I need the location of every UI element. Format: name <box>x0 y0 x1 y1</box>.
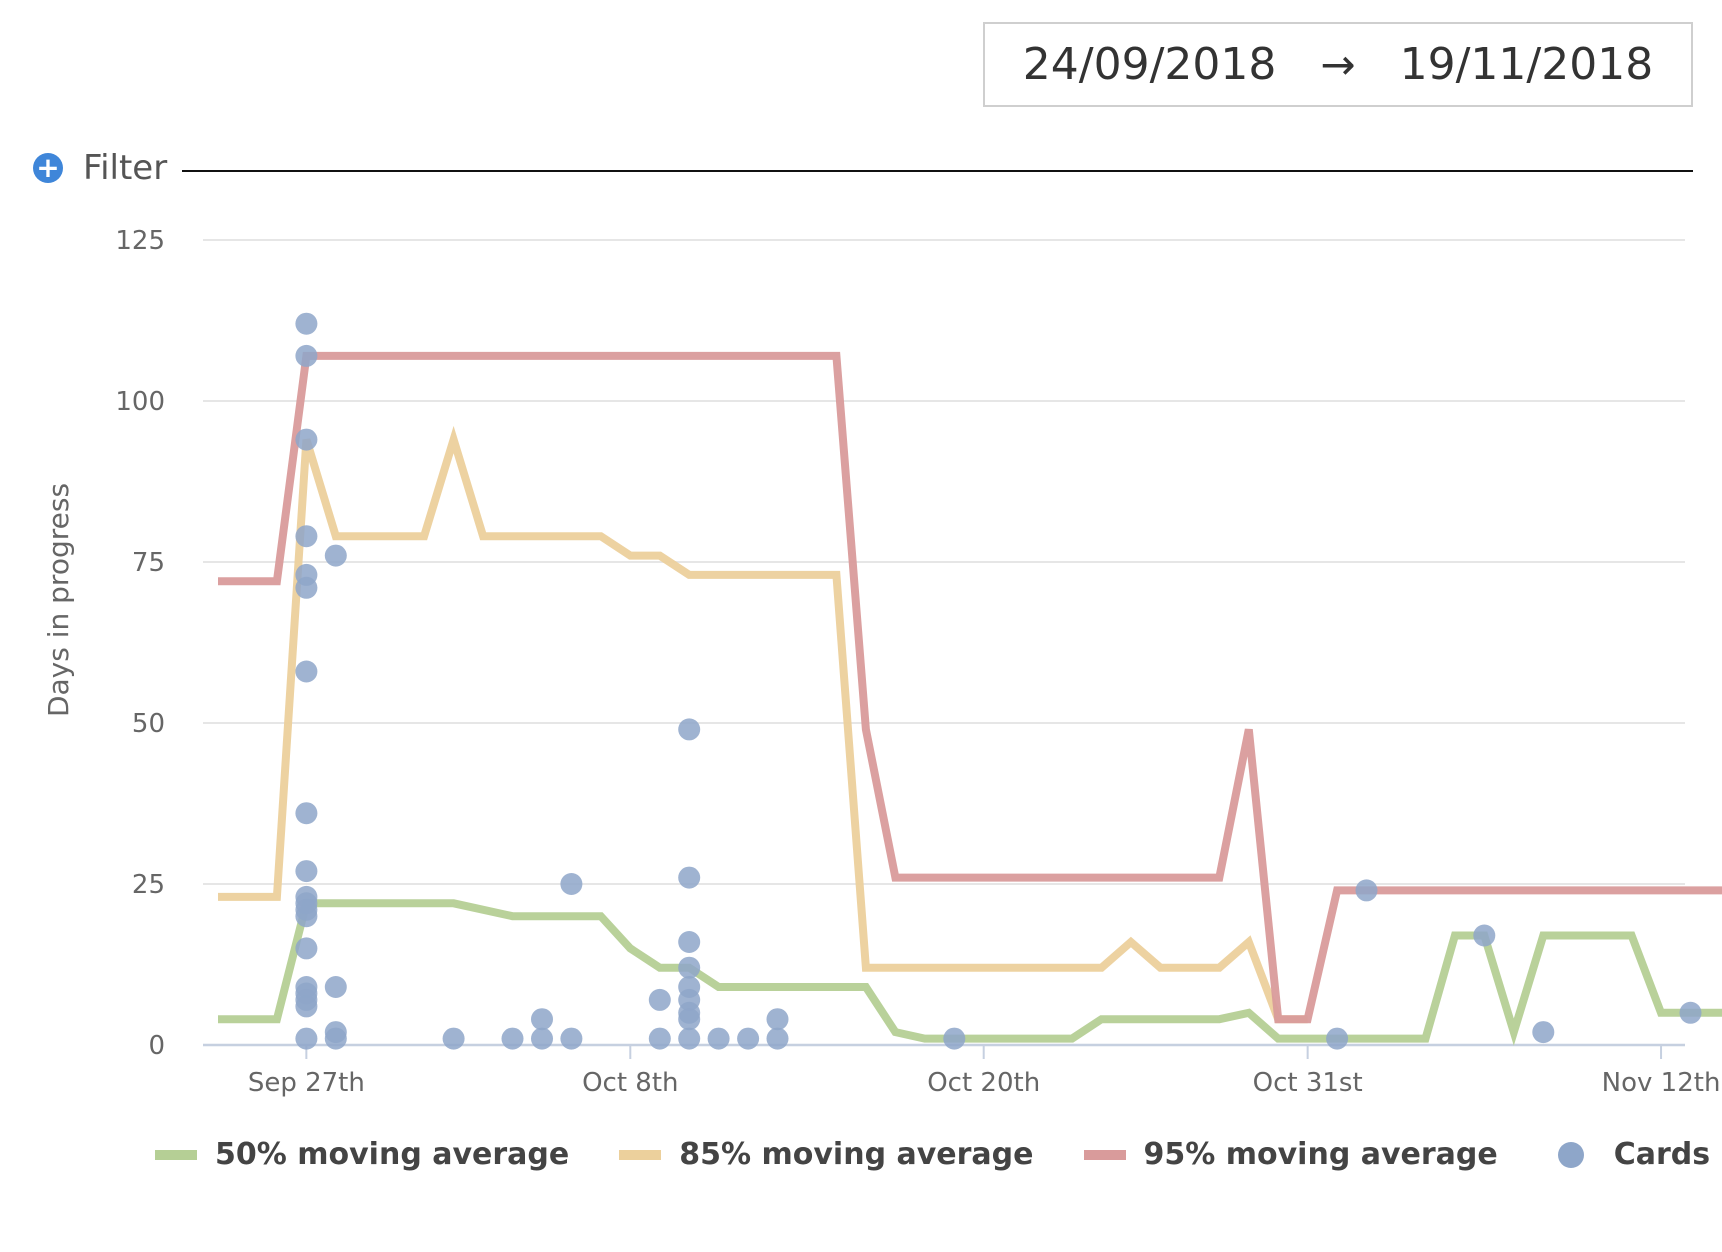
series-line-95 <box>218 351 1722 1024</box>
card-point-5 <box>295 576 318 599</box>
card-point-42 <box>766 1008 789 1031</box>
card-point-13 <box>295 937 318 960</box>
legend-swatch-50 <box>155 1149 197 1160</box>
card-point-8 <box>295 860 318 883</box>
card-point-1 <box>295 344 318 367</box>
card-point-19 <box>324 544 347 567</box>
card-point-6 <box>295 660 318 683</box>
card-point-31 <box>678 718 701 741</box>
card-point-2 <box>295 428 318 451</box>
card-point-48 <box>1532 1021 1555 1044</box>
arrow-right-icon: → <box>1320 40 1356 89</box>
filter-divider <box>182 170 1693 172</box>
legend-label-50: 50% moving average <box>215 1137 570 1172</box>
card-point-34 <box>678 956 701 979</box>
legend-item-85[interactable]: 85% moving average <box>619 1137 1034 1172</box>
axis-layer: 0 25 50 75 100 125 Sep 27th Oct 8th Oct 20th Oct … <box>115 226 1720 1098</box>
card-point-20 <box>324 976 347 998</box>
card-point-32 <box>678 866 701 889</box>
card-point-47 <box>1473 924 1496 947</box>
card-point-23 <box>442 1027 465 1050</box>
chart-legend: 50% moving average 85% moving average 95… <box>155 1137 1710 1172</box>
series-line-85 <box>218 425 1308 1024</box>
legend-item-cards[interactable]: Cards <box>1548 1137 1710 1172</box>
card-point-0 <box>295 312 318 335</box>
card-point-27 <box>560 873 583 895</box>
end-date: 19/11/2018 <box>1399 39 1654 90</box>
filter-label[interactable]: Filter <box>83 148 168 188</box>
card-point-29 <box>648 988 671 1011</box>
y-tick-label-25: 25 <box>132 870 165 900</box>
x-tick-label-4: Nov 12th <box>1602 1068 1721 1098</box>
card-point-28 <box>560 1027 583 1050</box>
plus-circle-icon[interactable]: + <box>33 153 63 183</box>
scatter-layer <box>295 312 1702 1050</box>
legend-swatch-95 <box>1083 1149 1126 1160</box>
card-point-45 <box>1326 1027 1349 1050</box>
x-tick-label-3: Oct 31st <box>1253 1068 1363 1098</box>
card-point-7 <box>295 802 318 825</box>
card-point-44 <box>943 1027 966 1050</box>
legend-item-50[interactable]: 50% moving average <box>155 1137 569 1172</box>
y-tick-label-75: 75 <box>132 548 165 578</box>
legend-label-85: 85% moving average <box>679 1137 1034 1172</box>
card-point-12 <box>295 905 318 928</box>
y-tick-label-125: 125 <box>115 226 165 256</box>
legend-swatch-cards <box>1557 1141 1584 1168</box>
card-point-46 <box>1355 879 1378 902</box>
card-point-33 <box>678 931 701 953</box>
card-point-22 <box>324 1027 347 1050</box>
legend-item-95[interactable]: 95% moving average <box>1083 1137 1498 1172</box>
card-point-25 <box>531 1008 553 1031</box>
legend-label-95: 95% moving average <box>1143 1137 1498 1172</box>
card-point-49 <box>1679 1001 1702 1024</box>
card-point-26 <box>531 1027 553 1050</box>
y-tick-label-0: 0 <box>148 1031 165 1061</box>
start-date: 24/09/2018 <box>1022 39 1277 90</box>
card-point-40 <box>707 1027 730 1050</box>
card-point-18 <box>295 1027 318 1050</box>
card-point-17 <box>295 995 318 1018</box>
card-point-43 <box>766 1027 789 1050</box>
series-line-50 <box>218 899 1722 1046</box>
filter-control[interactable]: + Filter <box>33 148 167 188</box>
y-tick-label-50: 50 <box>132 709 165 739</box>
card-point-38 <box>678 1008 701 1031</box>
card-point-39 <box>678 1027 701 1050</box>
series-layer <box>218 351 1722 1046</box>
x-tick-label-1: Oct 8th <box>582 1068 678 1098</box>
legend-swatch-85 <box>619 1149 662 1160</box>
x-tick-label-0: Sep 27th <box>248 1068 365 1098</box>
card-point-30 <box>648 1027 671 1050</box>
grid-layer <box>203 239 1685 1047</box>
card-point-24 <box>501 1027 524 1050</box>
legend-label-cards: Cards <box>1613 1137 1711 1172</box>
y-tick-label-100: 100 <box>115 387 165 417</box>
card-point-3 <box>295 525 318 548</box>
x-tick-label-2: Oct 20th <box>927 1068 1040 1098</box>
card-point-41 <box>737 1027 760 1050</box>
date-range-picker[interactable]: 24/09/2018 → 19/11/2018 <box>983 22 1693 107</box>
